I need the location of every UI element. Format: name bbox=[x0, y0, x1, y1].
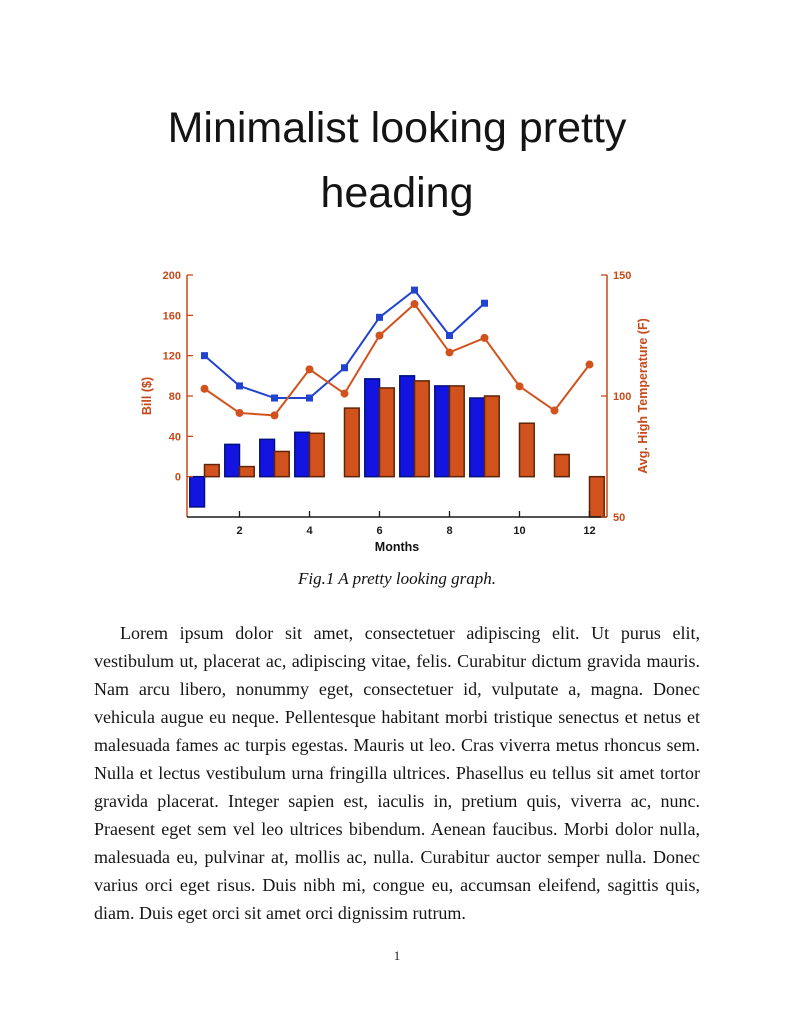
svg-text:10: 10 bbox=[513, 525, 525, 537]
svg-text:0: 0 bbox=[175, 472, 181, 484]
svg-text:100: 100 bbox=[613, 391, 631, 403]
page-title: Minimalist looking pretty heading bbox=[0, 96, 794, 225]
svg-text:Bill ($): Bill ($) bbox=[140, 377, 154, 415]
svg-text:6: 6 bbox=[376, 525, 382, 537]
svg-text:40: 40 bbox=[169, 431, 181, 443]
figure-caption: Fig.1 A pretty looking graph. bbox=[297, 569, 496, 588]
svg-text:150: 150 bbox=[613, 270, 631, 282]
svg-text:4: 4 bbox=[306, 525, 313, 537]
svg-text:50: 50 bbox=[613, 512, 625, 524]
page-title-line1: Minimalist looking pretty bbox=[167, 104, 627, 152]
svg-text:80: 80 bbox=[169, 391, 181, 403]
page-title-line2: heading bbox=[320, 168, 474, 217]
figure-chart: 0 40 80 120 160 200 50 100 150 2 4 6 8 10 12 Months Bill… bbox=[140, 270, 650, 554]
svg-text:12: 12 bbox=[583, 525, 595, 537]
svg-text:Months: Months bbox=[375, 540, 419, 554]
svg-text:200: 200 bbox=[163, 270, 181, 282]
svg-text:160: 160 bbox=[163, 310, 181, 322]
body-paragraph: Lorem ipsum dolor sit amet, consectetuer… bbox=[94, 623, 700, 923]
svg-text:2: 2 bbox=[236, 525, 242, 537]
svg-text:8: 8 bbox=[446, 525, 452, 537]
svg-text:Avg. High Temperature (F): Avg. High Temperature (F) bbox=[636, 318, 650, 474]
svg-text:120: 120 bbox=[163, 351, 181, 363]
page-number: 1 bbox=[393, 948, 401, 963]
figure: 0 40 80 120 160 200 50 100 150 2 4 6 8 10 12 Months Bill… bbox=[0, 265, 794, 589]
